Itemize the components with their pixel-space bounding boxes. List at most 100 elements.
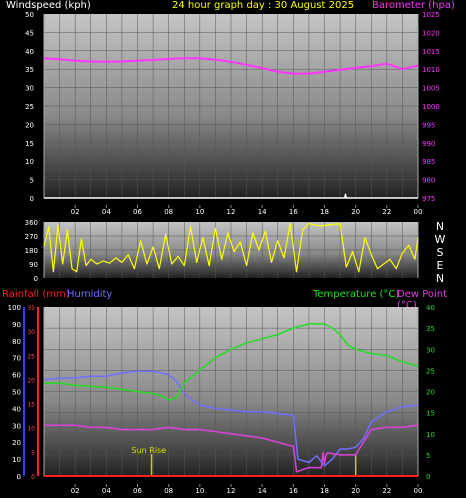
baro-tick-label: 985: [422, 158, 435, 166]
humidity-tick-label: 40: [12, 405, 21, 413]
rain-tick-label: 10: [27, 426, 35, 433]
panel3-x-tick-label: 00: [414, 487, 423, 495]
baro-tick-label: 975: [422, 195, 435, 203]
temperature-tick-label: 5: [426, 452, 430, 460]
panel3-x-tick-label: 10: [195, 487, 204, 495]
panel1-x-tick-label: 00: [414, 208, 423, 216]
baro-tick-label: 990: [422, 140, 435, 148]
windspeed-label: Windspeed (kph): [6, 0, 91, 11]
temperature-series-line: [44, 323, 419, 401]
rain-tick-label: 25: [27, 353, 35, 360]
humidity-tick-label: 30: [12, 422, 21, 430]
panel3-x-tick-label: 04: [102, 487, 111, 495]
panel3-x-tick-label: 08: [164, 487, 173, 495]
rain-tick-label: 35: [27, 305, 35, 312]
baro-tick-label: 995: [422, 121, 435, 129]
humidity-tick-label: 50: [12, 389, 21, 397]
direction-tick-label: 180: [25, 247, 38, 255]
baro-tick-label: 1000: [422, 103, 440, 111]
panel3-x-tick-label: 14: [258, 487, 267, 495]
rain-tick-label: 5: [31, 450, 35, 457]
panel1-x-tick-label: 12: [227, 208, 236, 216]
wind-tick-label: 30: [25, 85, 34, 93]
graph-title: 24 hour graph day : 30 August 2025: [172, 0, 355, 11]
baro-tick-label: 1020: [422, 29, 440, 37]
temperature-tick-label: 25: [426, 367, 435, 375]
humidity-tick-label: 70: [12, 355, 21, 363]
panel3-x-tick-label: 18: [320, 487, 329, 495]
wind-tick-label: 50: [25, 11, 34, 19]
humidity-tick-label: 100: [8, 304, 21, 312]
compass-label-n: N: [436, 272, 444, 285]
wind-tick-label: 10: [25, 158, 34, 166]
humidity-tick-label: 80: [12, 338, 21, 346]
panel1-x-tick-label: 20: [351, 208, 360, 216]
rain-tick-label: 30: [27, 329, 35, 336]
temperature-tick-label: 0: [426, 473, 430, 481]
temperature-tick-label: 40: [426, 304, 435, 312]
humidity-tick-label: 20: [12, 439, 21, 447]
humidity-series-line: [43, 370, 419, 467]
panel3-x-tick-label: 02: [71, 487, 80, 495]
panel3-x-tick-label: 06: [133, 487, 142, 495]
humidity-label: Humidity: [67, 289, 113, 300]
direction-tick-label: 360: [25, 219, 38, 227]
rain-tick-label: 20: [27, 377, 35, 384]
temperature-tick-label: 30: [426, 346, 435, 354]
wind-tick-label: 15: [25, 140, 34, 148]
barometer-label: Barometer (hpa): [372, 0, 455, 11]
barometer-series-line: [43, 57, 419, 75]
temperature-tick-label: 35: [426, 325, 435, 333]
humidity-tick-label: 10: [12, 456, 21, 464]
temperature-label: Temperature (°C): [313, 289, 400, 300]
wind-tick-label: 0: [30, 195, 34, 203]
baro-tick-label: 980: [422, 177, 435, 185]
windspeed-series-line: [44, 193, 418, 199]
direction-tick-label: 270: [25, 233, 38, 241]
panel1-x-tick-label: 02: [71, 208, 80, 216]
panel1-x-tick-label: 22: [382, 208, 391, 216]
wind-tick-label: 20: [25, 121, 34, 129]
panel3-x-tick-label: 16: [289, 487, 298, 495]
panel1-x-tick-label: 06: [133, 208, 142, 216]
temperature-tick-label: 15: [426, 410, 435, 418]
wind-tick-label: 5: [30, 177, 34, 185]
direction-tick-label: 0: [34, 275, 38, 283]
temperature-tick-label: 20: [426, 389, 435, 397]
compass-label-e: E: [437, 259, 444, 272]
rain-tick-label: 0: [31, 474, 35, 481]
panel1-x-tick-label: 18: [320, 208, 329, 216]
compass-label-n: N: [436, 220, 444, 233]
baro-tick-label: 1005: [422, 85, 440, 93]
panel1-x-tick-label: 16: [289, 208, 298, 216]
compass-label-w: W: [435, 233, 446, 246]
wind-direction-series-line: [43, 223, 419, 273]
dewpoint-series-line: [44, 424, 419, 473]
humidity-tick-label: 90: [12, 321, 21, 329]
baro-tick-label: 1025: [422, 11, 440, 19]
panel1-header: Windspeed (kph) 24 hour graph day : 30 A…: [0, 0, 466, 14]
panel3-x-tick-label: 22: [382, 487, 391, 495]
direction-tick-label: 90: [29, 261, 38, 269]
compass-label-s: S: [437, 246, 444, 259]
panel1-x-tick-label: 08: [164, 208, 173, 216]
wind-tick-label: 40: [25, 48, 34, 56]
rain-tick-label: 15: [27, 402, 35, 409]
wind-tick-label: 35: [25, 66, 34, 74]
dewpoint-label: Dew Point (°C): [397, 289, 448, 311]
wind-tick-label: 45: [25, 29, 34, 37]
panel1-x-tick-label: 04: [102, 208, 111, 216]
temperature-tick-label: 10: [426, 431, 435, 439]
humidity-tick-label: 0: [17, 473, 21, 481]
panel1-x-tick-label: 14: [258, 208, 267, 216]
panel3-header: Rainfall (mm) Humidity Temperature (°C) …: [0, 289, 466, 311]
sunrise-label: Sun Rise: [132, 446, 167, 455]
panel3-x-tick-label: 12: [227, 487, 236, 495]
baro-tick-label: 1010: [422, 66, 440, 74]
panel3-x-tick-label: 20: [351, 487, 360, 495]
wind-tick-label: 25: [25, 103, 34, 111]
rainfall-label: Rainfall (mm): [2, 289, 70, 300]
panel1-x-tick-label: 10: [195, 208, 204, 216]
humidity-tick-label: 60: [12, 372, 21, 380]
